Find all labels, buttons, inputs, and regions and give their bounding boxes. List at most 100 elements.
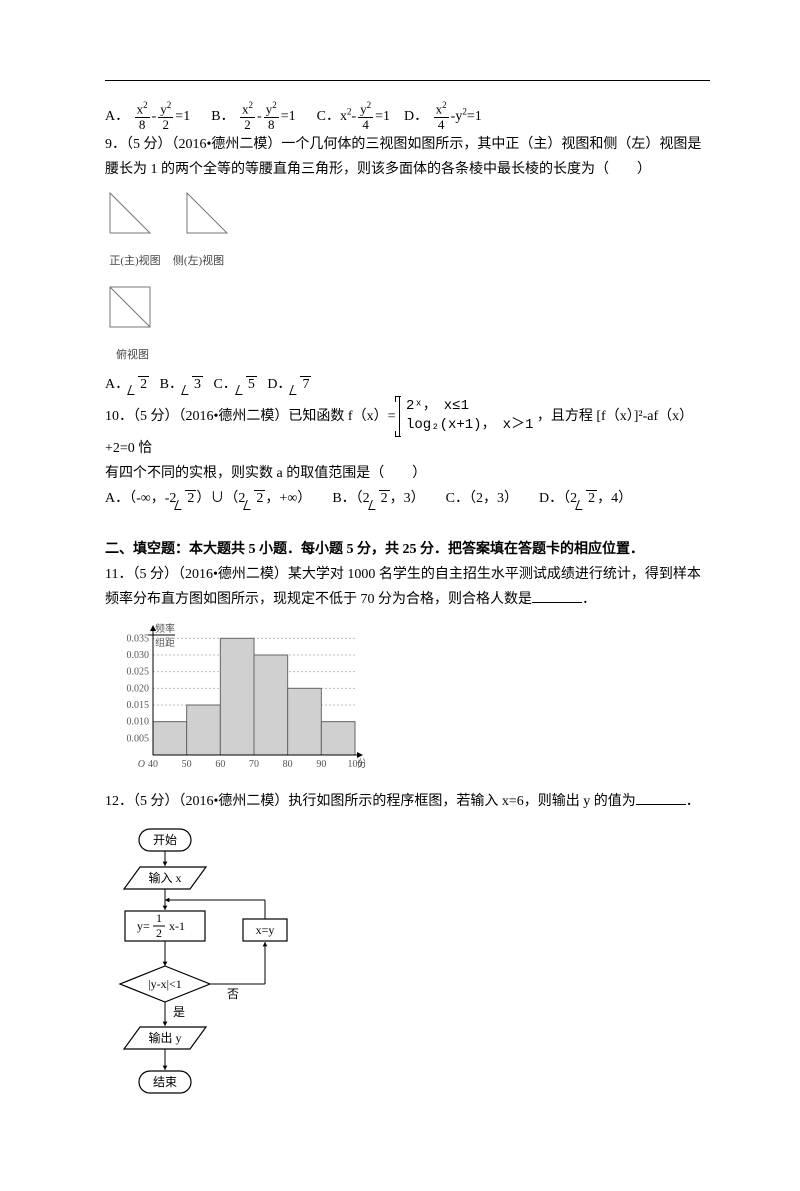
svg-text:开始: 开始 [153,833,177,847]
q9-opt-d-prefix: D． [267,377,291,392]
svg-text:分数: 分数 [357,757,365,770]
q9-options: A． 2 B． 3 C． 5 D． 7 [105,372,710,397]
blank-12 [636,790,686,805]
svg-text:O: O [138,759,145,770]
svg-text:70: 70 [249,759,259,770]
svg-text:40: 40 [148,759,158,770]
t: =1 [281,109,296,124]
opt-b: B． x22-y28=1 [211,109,299,124]
opt-d-prefix: D． [404,109,428,124]
q9-opt-b-prefix: B． [160,377,183,392]
svg-text:0.030: 0.030 [127,650,150,661]
svg-text:0.035: 0.035 [127,634,150,645]
t: 4 [358,118,373,132]
q12: 12．（5 分）（2016•德州二模）执行如图所示的程序框图，若输入 x=6，则… [105,789,710,814]
opt-c: C．x2-y24=1 [317,109,394,124]
blank-11 [532,588,582,603]
view-labels-1: 正(主)视图 侧(左)视图 [105,248,710,273]
top-view-icon [105,282,160,337]
q9-text: 9．（5 分）（2016•德州二模）一个几何体的三视图如图所示，其中正（主）视图… [105,132,710,182]
svg-text:80: 80 [283,759,293,770]
q8-options: A． x28-y22=1 B． x22-y28=1 C．x2-y24=1 D． … [105,101,710,132]
views-row-2: 俯视图 [105,282,710,366]
t: A．（-∞，-2 [105,491,176,506]
views-row-1: 正(主)视图 侧(左)视图 [105,188,710,273]
svg-text:0.025: 0.025 [127,667,150,678]
t: 2 [586,490,597,506]
svg-text:y=: y= [137,919,150,933]
opt-c-prefix: C．x [317,109,347,124]
t: 2 [379,490,390,506]
t: 2 [138,376,149,392]
svg-text:频率: 频率 [155,622,175,635]
t: =1 [467,109,482,124]
t: D．（2 [539,491,577,506]
top-rule [105,80,710,81]
t: =1 [375,109,390,124]
t: 5 [246,376,257,392]
histogram-svg: 频率组距0.0350.0300.0250.0200.0150.0100.0054… [105,620,365,775]
svg-text:90: 90 [316,759,326,770]
svg-text:否: 否 [227,987,239,1001]
opt-d: D． x24-y2=1 [404,109,482,124]
svg-text:|y-x|<1: |y-x|<1 [148,977,182,991]
t: 4 [434,118,449,132]
q10-text1: 10．（5 分）（2016•德州二模）已知函数 f（x）= [105,409,395,424]
t: 2 [240,118,255,132]
piecewise: 2ˣ， x≤1 log₂(x+1)， x＞1 [399,397,533,436]
side-view-icon [182,188,237,243]
t: =1 [175,109,190,124]
t: 8 [135,118,150,132]
opt-a: A． x28-y22=1 [105,109,194,124]
t: ，4） [597,491,632,506]
top-label: 俯视图 [105,346,160,366]
t: ，3） [390,491,425,506]
page: A． x28-y22=1 B． x22-y28=1 C．x2-y24=1 D． … [0,0,800,1191]
t: 2 [254,490,265,506]
svg-text:50: 50 [182,759,192,770]
svg-text:输出 y: 输出 y [148,1030,181,1045]
svg-text:60: 60 [215,759,225,770]
t: 8 [264,118,279,132]
svg-text:2: 2 [156,926,162,940]
t: -y [451,109,463,124]
svg-text:0.020: 0.020 [127,684,150,695]
q12-text: 12．（5 分）（2016•德州二模）执行如图所示的程序框图，若输入 x=6，则… [105,794,636,809]
svg-text:结束: 结束 [153,1075,177,1089]
t: 3 [192,376,203,392]
opt-a-prefix: A． [105,109,129,124]
svg-text:输入 x: 输入 x [148,870,181,885]
svg-text:0.010: 0.010 [127,717,150,728]
t: B．（2 [332,491,369,506]
svg-text:0.015: 0.015 [127,700,150,711]
q9-opt-c-prefix: C． [213,377,236,392]
q11: 11．（5 分）（2016•德州二模）某大学对 1000 名学生的自主招生水平测… [105,562,710,612]
t: ，+∞） [265,491,311,506]
front-view-icon [105,188,160,243]
histogram: 频率组距0.0350.0300.0250.0200.0150.0100.0054… [105,620,710,784]
flowchart-svg: 开始输入 x y= 12 x-1 |y-x|<1 是输出 y 结束 否 x=y [105,822,315,1142]
opt-b-prefix: B． [211,109,234,124]
three-views: 正(主)视图 侧(左)视图 俯视图 [105,188,710,365]
q11-text: 11．（5 分）（2016•德州二模）某大学对 1000 名学生的自主招生水平测… [105,567,701,607]
q9-opt-a-prefix: A． [105,377,129,392]
t: 2 [185,490,196,506]
svg-text:1: 1 [156,911,162,925]
flowchart: 开始输入 x y= 12 x-1 |y-x|<1 是输出 y 结束 否 x=y [105,822,710,1151]
side-label: 侧(左)视图 [169,252,229,272]
q10-options: A．（-∞，-22）∪（22，+∞） B．（22，3） C．（2，3） D．（2… [105,486,710,511]
svg-text:x-1: x-1 [169,919,185,933]
t: ）∪（2 [196,491,245,506]
svg-text:x=y: x=y [256,923,275,937]
t: 7 [300,376,311,392]
svg-text:是: 是 [173,1005,185,1019]
t: 2 [158,118,173,132]
t: C．（2，3） [446,491,518,506]
q10-text3: 有四个不同的实根，则实数 a 的取值范围是（ ） [105,461,710,486]
section2-title: 二、填空题：本大题共 5 小题．每小题 5 分，共 25 分．把答案填在答题卡的… [105,537,710,562]
q10-line1: 10．（5 分）（2016•德州二模）已知函数 f（x）= 2ˣ， x≤1 lo… [105,397,710,461]
piece1: 2ˣ， x≤1 [406,397,533,417]
front-label: 正(主)视图 [105,252,165,272]
piece2: log₂(x+1)， x＞1 [406,416,533,436]
svg-text:0.005: 0.005 [127,734,150,745]
